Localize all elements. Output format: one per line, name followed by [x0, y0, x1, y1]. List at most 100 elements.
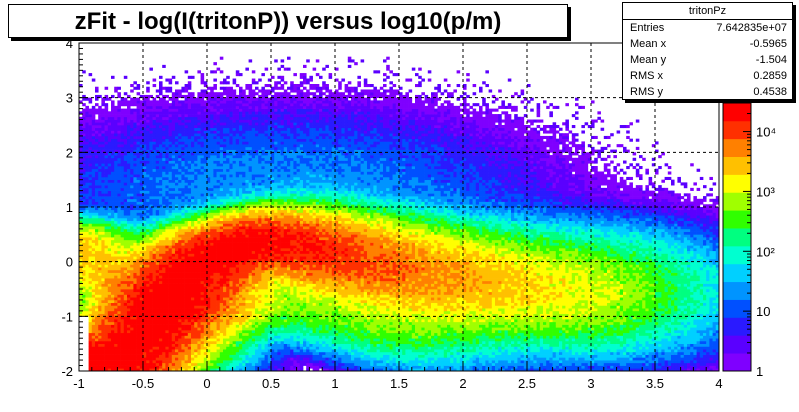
heatmap-cell: [191, 354, 195, 358]
heatmap-cell: [152, 122, 157, 126]
heatmap-cell: [130, 248, 134, 252]
heatmap-cell: [130, 231, 134, 235]
heatmap-cell: [149, 316, 153, 320]
heatmap-cell: [101, 316, 105, 320]
heatmap-cell: [159, 116, 163, 120]
heatmap-cell: [162, 193, 166, 197]
heatmap-cell: [184, 234, 189, 238]
heatmap-cell: [200, 321, 205, 325]
heatmap-cell: [226, 187, 230, 191]
heatmap-cell: [91, 141, 96, 145]
heatmap-cell: [175, 321, 179, 325]
heatmap-cell: [155, 157, 160, 161]
heatmap-cell: [139, 220, 144, 224]
heatmap-cell: [203, 198, 208, 202]
heatmap-cell: [235, 269, 240, 273]
heatmap-cell: [194, 258, 198, 263]
heatmap-cell: [203, 264, 208, 268]
heatmap-cell: [178, 125, 182, 129]
heatmap-cell: [232, 152, 237, 156]
heatmap-cell: [117, 248, 121, 252]
heatmap-cell: [111, 324, 115, 328]
heatmap-cell: [187, 144, 192, 148]
heatmap-cell: [146, 362, 150, 366]
heatmap-cell: [104, 275, 109, 279]
heatmap-cell: [235, 283, 240, 287]
heatmap-cell: [111, 223, 115, 227]
heatmap-cell: [213, 223, 217, 227]
heatmap-cell: [130, 122, 134, 126]
heatmap-cell: [165, 351, 169, 355]
heatmap-cell: [232, 155, 237, 159]
heatmap-cell: [171, 182, 176, 186]
heatmap-cell: [79, 231, 83, 235]
heatmap-cell: [114, 182, 118, 186]
heatmap-cell: [178, 302, 182, 306]
heatmap-cell: [213, 272, 217, 276]
heatmap-cell: [123, 220, 128, 224]
heatmap-cell: [127, 157, 131, 161]
heatmap-cell: [229, 365, 233, 369]
heatmap-cell: [155, 152, 160, 156]
heatmap-cell: [111, 365, 115, 369]
heatmap-cell: [159, 253, 163, 257]
heatmap-cell: [171, 343, 176, 347]
heatmap-cell: [149, 362, 153, 366]
heatmap-cell: [120, 313, 125, 317]
heatmap-cell: [82, 245, 86, 249]
heatmap-cell: [101, 130, 105, 134]
heatmap-cell: [207, 114, 211, 118]
heatmap-cell: [152, 269, 157, 273]
heatmap-cell: [117, 146, 121, 150]
heatmap-cell: [162, 217, 166, 222]
heatmap-cell: [171, 332, 176, 336]
heatmap-cell: [136, 193, 141, 197]
heatmap-cell: [197, 283, 201, 287]
heatmap-cell: [127, 261, 131, 265]
heatmap-cell: [178, 242, 182, 246]
heatmap-cell: [101, 275, 105, 279]
heatmap-cell: [178, 286, 182, 290]
heatmap-cell: [197, 179, 201, 183]
heatmap-cell: [207, 264, 211, 268]
heatmap-cell: [187, 321, 192, 325]
heatmap-cell: [235, 291, 240, 295]
heatmap-cell: [117, 204, 121, 208]
heatmap-cell: [197, 185, 201, 189]
heatmap-cell: [213, 261, 217, 265]
heatmap-cell: [143, 223, 147, 227]
heatmap-cell: [219, 256, 224, 260]
heatmap-cell: [130, 176, 134, 181]
heatmap-cell: [120, 308, 125, 312]
heatmap-cell: [159, 226, 163, 230]
heatmap-cell: [213, 130, 217, 134]
heatmap-cell: [226, 179, 230, 183]
heatmap-cell: [155, 368, 160, 372]
heatmap-cell: [191, 198, 195, 202]
heatmap-cell: [223, 141, 227, 145]
heatmap-cell: [104, 237, 109, 241]
heatmap-cell: [95, 111, 99, 115]
heatmap-cell: [136, 196, 141, 200]
heatmap-cell: [210, 330, 214, 334]
heatmap-cell: [136, 332, 141, 336]
heatmap-cell: [226, 141, 230, 145]
heatmap-cell: [117, 250, 121, 254]
heatmap-cell: [216, 179, 221, 183]
heatmap-cell: [136, 103, 141, 107]
heatmap-cell: [229, 217, 233, 222]
heatmap-cell: [88, 73, 93, 77]
heatmap-cell: [203, 362, 208, 366]
heatmap-cell: [210, 125, 214, 129]
heatmap-cell: [133, 163, 137, 167]
heatmap-cell: [107, 264, 112, 268]
heatmap-cell: [117, 283, 121, 287]
heatmap-cell: [111, 340, 115, 345]
heatmap-cell: [210, 149, 214, 153]
heatmap-cell: [98, 280, 102, 284]
heatmap-cell: [232, 127, 237, 131]
heatmap-cell: [130, 171, 134, 175]
heatmap-cell: [191, 245, 195, 249]
heatmap-cell: [104, 185, 109, 189]
heatmap-cell: [159, 310, 163, 314]
